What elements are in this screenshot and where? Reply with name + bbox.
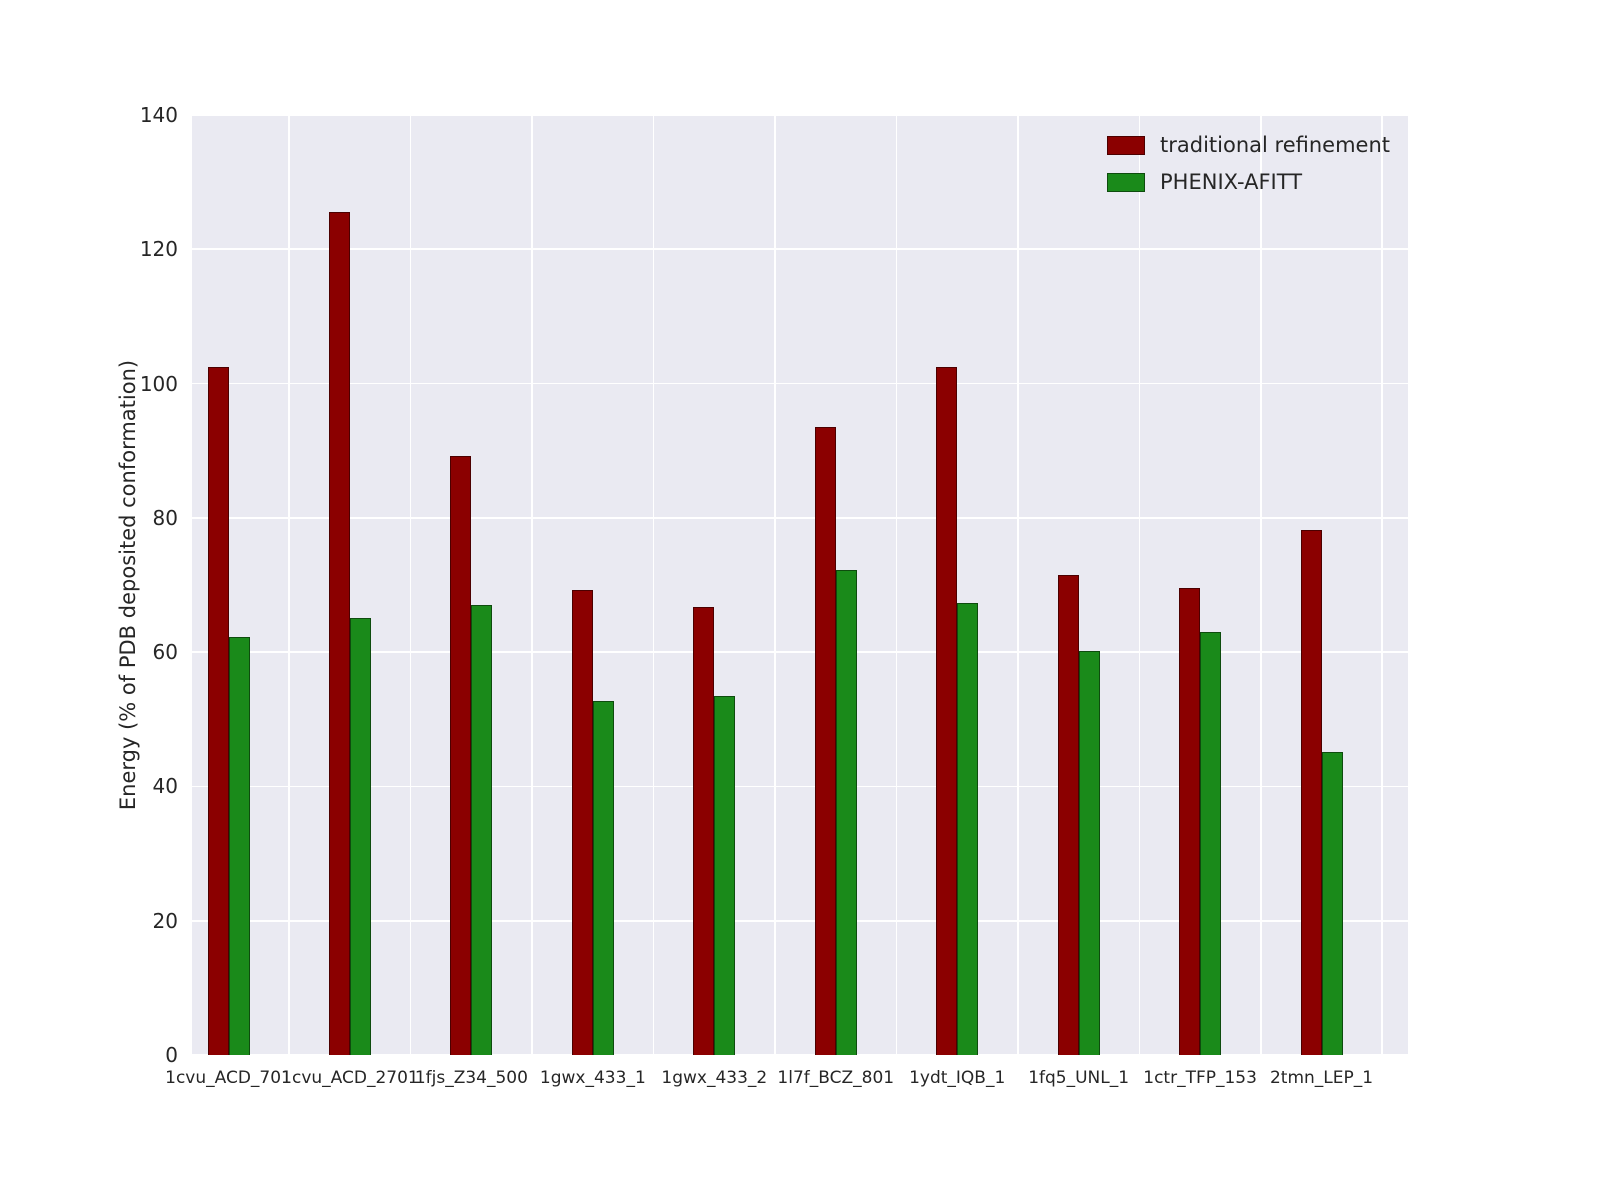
- horizontal-gridline: [192, 248, 1408, 251]
- x-tick-label: 2tmn_LEP_1: [1269, 1068, 1374, 1088]
- x-tick-label: 1fjs_Z34_500: [414, 1068, 528, 1088]
- vertical-gridline: [1260, 115, 1262, 1055]
- y-tick-label: 0: [165, 1043, 178, 1067]
- y-tick-label: 60: [152, 640, 178, 665]
- y-axis-label: Energy (% of PDB deposited conformation): [116, 359, 140, 811]
- bar-phenix-afitt: [714, 696, 736, 1055]
- bar-traditional-refinement: [571, 589, 593, 1055]
- vertical-gridline: [288, 115, 291, 1055]
- bar-traditional-refinement: [1300, 529, 1322, 1055]
- bar-phenix-afitt: [835, 569, 857, 1055]
- bar-traditional-refinement: [328, 212, 350, 1055]
- y-tick-label: 100: [139, 371, 178, 396]
- horizontal-gridline: [192, 517, 1408, 519]
- legend-swatch: [1107, 172, 1146, 192]
- legend: traditional refinement PHENIX-AFITT: [1107, 133, 1390, 194]
- x-tick-label: 1gwx_433_2: [661, 1068, 768, 1088]
- legend-item: PHENIX-AFITT: [1107, 170, 1390, 194]
- legend-swatch: [1107, 135, 1146, 155]
- vertical-gridline: [409, 115, 412, 1055]
- bar-phenix-afitt: [471, 605, 493, 1055]
- vertical-gridline: [1138, 115, 1141, 1055]
- x-tick-label: 1l7f_BCZ_801: [777, 1068, 895, 1088]
- bar-traditional-refinement: [207, 366, 229, 1055]
- bar-phenix-afitt: [1200, 632, 1222, 1055]
- horizontal-gridline: [192, 651, 1408, 653]
- bar-traditional-refinement: [1179, 588, 1201, 1055]
- bar-traditional-refinement: [693, 607, 715, 1055]
- bar-traditional-refinement: [936, 366, 958, 1055]
- vertical-gridline: [1381, 115, 1384, 1055]
- vertical-gridline: [895, 115, 898, 1055]
- x-tick-label: 1gwx_433_1: [539, 1068, 646, 1088]
- vertical-gridline: [1017, 115, 1019, 1055]
- bar-phenix-afitt: [228, 636, 250, 1055]
- x-tick-label: 1ctr_TFP_153: [1143, 1068, 1257, 1088]
- legend-item: traditional refinement: [1107, 133, 1390, 157]
- x-tick-label: 1fq5_UNL_1: [1028, 1068, 1130, 1088]
- plot-area: traditional refinement PHENIX-AFITT: [192, 114, 1408, 1056]
- legend-item-label: PHENIX-AFITT: [1160, 170, 1303, 194]
- horizontal-gridline: [192, 382, 1408, 385]
- horizontal-gridline: [192, 1054, 1408, 1056]
- bar-phenix-afitt: [1321, 751, 1343, 1055]
- vertical-gridline: [531, 115, 533, 1055]
- vertical-gridline: [774, 115, 776, 1055]
- y-tick-label: 120: [139, 237, 178, 262]
- vertical-gridline: [652, 115, 655, 1055]
- bar-traditional-refinement: [814, 427, 836, 1055]
- bar-traditional-refinement: [450, 456, 472, 1055]
- bar-traditional-refinement: [1057, 574, 1079, 1055]
- bar-phenix-afitt: [592, 701, 614, 1055]
- y-tick-label: 80: [152, 505, 178, 530]
- horizontal-gridline: [192, 114, 1408, 116]
- x-tick-label: 1cvu_ACD_2701: [281, 1068, 419, 1088]
- horizontal-gridline: [192, 785, 1408, 788]
- x-tick-label: 1ydt_IQB_1: [909, 1068, 1006, 1088]
- bar-phenix-afitt: [349, 617, 371, 1055]
- horizontal-gridline: [192, 919, 1408, 922]
- y-tick-label: 140: [139, 103, 178, 127]
- bar-phenix-afitt: [957, 603, 979, 1055]
- legend-item-label: traditional refinement: [1160, 133, 1390, 157]
- x-tick-label: 1cvu_ACD_701: [165, 1068, 292, 1088]
- y-tick-label: 40: [152, 774, 178, 799]
- y-tick-label: 20: [152, 908, 178, 933]
- bar-phenix-afitt: [1078, 651, 1100, 1055]
